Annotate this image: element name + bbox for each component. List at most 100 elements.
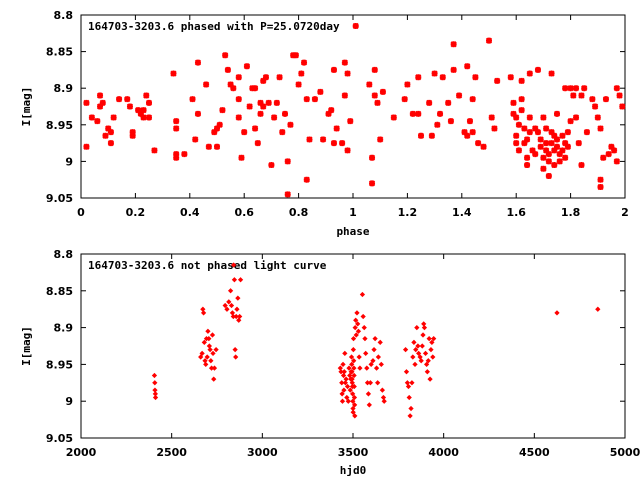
data-point <box>416 350 422 356</box>
data-point <box>562 154 569 161</box>
data-point <box>466 118 474 125</box>
data-point <box>595 306 601 312</box>
x-tick-label: 1.6 <box>506 206 526 219</box>
data-point <box>257 99 264 106</box>
data-point <box>613 158 620 165</box>
data-point <box>351 358 357 364</box>
data-point <box>371 347 377 353</box>
data-point <box>380 394 387 401</box>
data-point <box>461 129 468 136</box>
data-point <box>298 70 305 77</box>
data-point <box>303 96 310 103</box>
data-point <box>379 88 387 95</box>
data-point <box>510 110 517 117</box>
x-tick-label: 0.6 <box>234 206 254 219</box>
data-point <box>429 339 435 345</box>
data-point <box>341 387 347 393</box>
data-point <box>583 129 591 136</box>
data-point <box>366 81 373 88</box>
y-tick-label: 8.8 <box>54 9 74 22</box>
data-point <box>276 74 283 81</box>
x-tick-label: 2500 <box>156 446 187 459</box>
data-point <box>572 85 580 92</box>
data-point <box>464 132 471 139</box>
data-point <box>355 328 362 334</box>
data-point <box>570 92 577 99</box>
y-tick-label: 8.85 <box>46 285 73 298</box>
data-point <box>562 139 569 147</box>
data-point <box>352 413 358 419</box>
data-point <box>88 114 95 121</box>
x-tick-label: 1.2 <box>398 206 418 219</box>
data-point <box>207 347 213 353</box>
data-point <box>137 110 144 117</box>
data-point <box>366 402 372 408</box>
data-point <box>351 372 357 379</box>
data-point <box>455 92 463 99</box>
data-point <box>284 158 291 165</box>
unphased-light-curve-panel: 2000 2500 3000 3500 4000 4500 5000 8.8 8.85 8.9 8.… <box>20 248 640 477</box>
data-point <box>230 85 237 92</box>
data-point <box>96 92 104 99</box>
data-point <box>227 81 234 88</box>
data-point <box>364 365 370 371</box>
x-tick-label: 4500 <box>519 446 550 459</box>
data-point <box>540 154 547 161</box>
data-point <box>129 129 136 136</box>
data-point <box>231 262 237 268</box>
data-point <box>210 350 216 356</box>
data-point <box>319 136 327 143</box>
data-point <box>143 92 150 99</box>
data-point <box>211 365 218 371</box>
data-point <box>145 99 153 106</box>
data-point <box>534 129 542 136</box>
data-point <box>427 376 433 382</box>
data-point <box>402 347 409 353</box>
data-point <box>306 136 313 143</box>
data-point <box>351 365 357 371</box>
data-point <box>523 154 531 161</box>
data-point <box>349 361 355 368</box>
x-tick-label: 3500 <box>338 446 369 459</box>
data-point <box>424 369 430 375</box>
data-point <box>589 96 596 103</box>
data-point <box>345 398 351 404</box>
data-point <box>430 354 436 360</box>
data-point <box>619 103 626 110</box>
data-point <box>115 96 123 103</box>
data-point <box>513 132 520 139</box>
data-point <box>409 380 415 386</box>
data-point <box>422 350 429 356</box>
data-point <box>340 361 346 368</box>
data-point <box>365 391 372 397</box>
data-point <box>349 369 355 375</box>
data-point <box>200 310 207 316</box>
data-point <box>518 96 525 103</box>
data-point <box>99 99 106 106</box>
data-point <box>564 129 571 136</box>
data-point <box>211 129 218 136</box>
data-point <box>431 70 438 77</box>
data-point <box>434 121 441 128</box>
data-point <box>553 136 561 143</box>
data-point <box>491 125 498 132</box>
data-point <box>475 139 482 147</box>
data-point <box>613 85 620 92</box>
data-point <box>418 358 424 364</box>
y-axis-title: I[mag] <box>20 87 33 127</box>
data-point <box>450 41 457 48</box>
data-point <box>344 383 351 390</box>
data-point <box>469 96 476 103</box>
data-point <box>213 347 219 353</box>
data-point <box>374 99 381 106</box>
data-point <box>344 147 351 154</box>
data-point <box>581 85 588 92</box>
data-point <box>414 324 420 331</box>
data-point <box>532 125 539 132</box>
x-tick-label: 5000 <box>610 446 640 459</box>
data-point <box>567 85 574 92</box>
data-point <box>355 321 361 327</box>
x-tick-label: 4000 <box>428 446 459 459</box>
data-point <box>523 161 531 169</box>
data-point <box>330 139 338 147</box>
